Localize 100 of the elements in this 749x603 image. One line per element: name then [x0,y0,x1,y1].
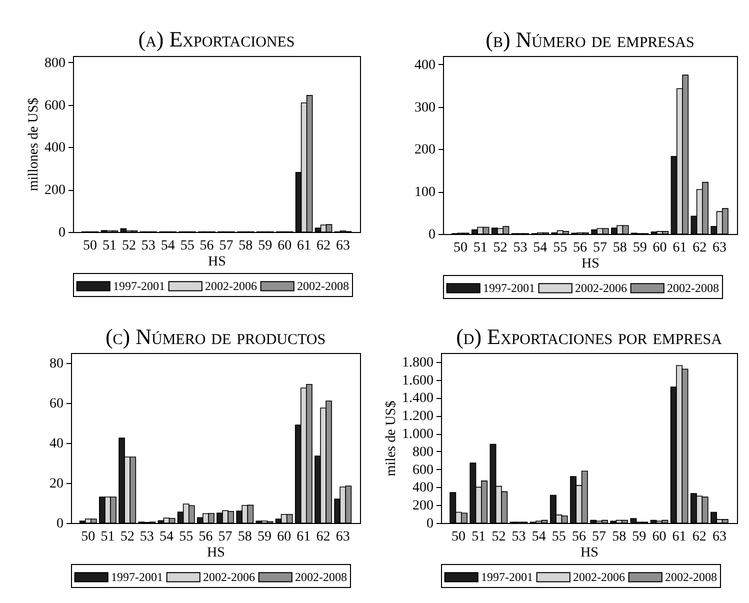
y-tick-label: 100 [414,185,436,200]
x-tick-label: 57 [219,238,234,254]
legend-label: 2002-2006 [573,570,625,584]
x-tick-label: 52 [493,240,508,256]
y-tick-label: 200 [414,142,436,158]
x-tick-label: 57 [592,530,606,544]
y-tick-label: 0 [428,228,436,242]
x-tick-label: 51 [473,240,488,256]
y-axis-title: millones de US$ [26,98,42,192]
legend-label: 1997-2001 [113,279,165,294]
x-tick-label: 62 [692,530,706,544]
legend-label: 2002-2006 [203,570,255,584]
y-tick-label: 60 [50,396,64,412]
legend-label: 2002-2008 [297,279,349,294]
legend-label: 1997-2001 [483,281,535,296]
legend-label: 2002-2008 [295,570,347,584]
y-tick-label: 20 [50,476,64,492]
x-tick-label: 54 [533,240,548,256]
x-tick-label: 59 [258,238,272,254]
legend-label: 1997-2001 [481,570,533,584]
legend-label: 2002-2006 [575,281,627,296]
x-tick-label: 61 [297,238,312,254]
x-tick-label: 62 [316,238,331,254]
x-tick-label: 53 [140,530,154,544]
x-tick-label: 55 [179,530,194,544]
y-tick-label: 400 [414,58,436,73]
x-tick-label: 58 [238,530,252,544]
y-tick-label: 40 [50,436,64,452]
y-tick-label: 400 [412,480,434,496]
x-tick-label: 53 [513,240,528,256]
x-tick-label: 63 [336,530,350,544]
y-tick-label: 0 [58,226,66,240]
x-tick-label: 50 [453,240,468,256]
y-tick-label: 0 [426,516,434,532]
x-tick-label: 60 [652,530,666,544]
x-tick-label: 54 [160,530,174,544]
x-tick-label: 52 [122,238,136,254]
x-tick-label: 62 [316,530,330,544]
y-tick-label: 1.200 [402,409,434,424]
y-tick-label: 80 [50,356,64,372]
x-tick-label: 57 [592,240,607,256]
y-tick-label: 200 [44,183,66,198]
x-tick-label: 56 [573,240,588,256]
x-tick-label: 58 [612,530,626,544]
x-tick-label: 52 [492,530,506,544]
y-tick-label: 300 [414,100,436,116]
y-tick-label: 200 [412,498,434,514]
x-tick-label: 51 [100,530,115,544]
y-tick-label: 1.600 [402,373,434,388]
x-tick-label: 51 [102,238,116,254]
x-tick-label: 58 [612,240,627,256]
y-tick-label: 800 [44,56,66,71]
y-tick-label: 1.800 [402,355,434,370]
x-tick-label: 55 [180,238,194,254]
chart-title: (b) Número de empresas [486,27,694,52]
x-tick-label: 57 [218,530,232,544]
x-tick-label: 60 [652,240,667,256]
x-axis-title: HS [580,546,598,560]
x-axis-title: HS [582,256,600,272]
y-tick-label: 600 [412,462,434,478]
x-tick-label: 53 [141,238,156,254]
x-tick-label: 60 [277,530,292,544]
x-tick-label: 56 [200,238,214,254]
x-tick-label: 61 [672,530,686,544]
x-axis-title: HS [208,254,226,270]
chart-title: (c) Número de productos [105,324,326,349]
x-tick-label: 51 [472,530,486,544]
chart-title: (d) Exportaciones por empresa [456,324,722,349]
legend-label: 1997-2001 [111,570,163,584]
x-tick-label: 62 [692,240,707,256]
x-tick-label: 63 [712,530,726,544]
x-tick-label: 54 [532,530,546,544]
x-tick-label: 50 [81,530,96,544]
x-tick-label: 53 [512,530,526,544]
y-tick-label: 600 [44,98,66,114]
x-tick-label: 56 [198,530,213,544]
y-tick-label: 1.000 [402,427,434,442]
x-tick-label: 58 [238,238,253,254]
x-tick-label: 56 [572,530,586,544]
x-axis-title: HS [207,546,225,560]
x-tick-label: 59 [632,530,646,544]
x-tick-label: 54 [160,238,175,254]
x-tick-label: 59 [257,530,272,544]
x-tick-label: 61 [296,530,311,544]
x-tick-label: 55 [552,530,566,544]
x-tick-label: 50 [452,530,466,544]
x-tick-label: 50 [83,238,98,254]
x-tick-label: 55 [553,240,568,256]
y-tick-label: 400 [44,140,66,156]
x-tick-label: 52 [120,530,134,544]
y-tick-label: 1.400 [402,391,434,406]
y-axis-title: miles de US$ [384,400,399,476]
chart-title: (a) Exportaciones [138,26,295,52]
y-tick-label: 0 [56,516,64,532]
y-tick-label: 800 [412,444,434,460]
x-tick-label: 60 [278,238,292,254]
legend-label: 2002-2008 [665,570,717,584]
x-tick-label: 61 [672,240,687,256]
x-tick-label: 63 [712,240,727,256]
x-tick-label: 59 [632,240,647,256]
